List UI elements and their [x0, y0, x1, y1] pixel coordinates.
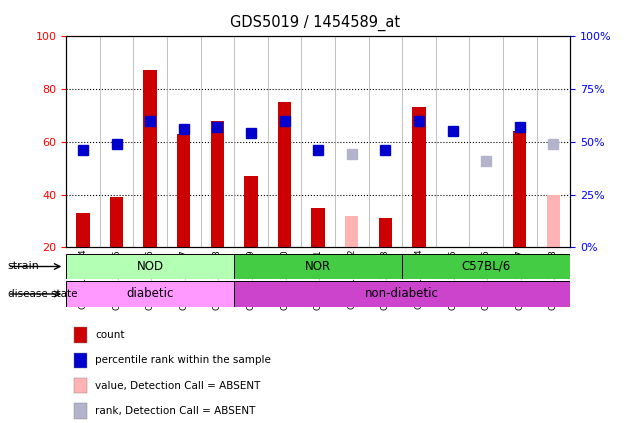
- Text: GDS5019 / 1454589_at: GDS5019 / 1454589_at: [230, 15, 400, 31]
- Bar: [234, 281, 570, 307]
- Bar: [412, 107, 426, 247]
- Text: diabetic: diabetic: [127, 288, 174, 300]
- Bar: [278, 102, 291, 247]
- Text: C57BL/6: C57BL/6: [462, 260, 511, 273]
- Text: rank, Detection Call = ABSENT: rank, Detection Call = ABSENT: [95, 406, 256, 416]
- Bar: [74, 378, 87, 393]
- Text: count: count: [95, 330, 125, 340]
- Bar: [210, 121, 224, 247]
- Bar: [547, 195, 560, 247]
- Bar: [74, 403, 87, 419]
- Text: non-diabetic: non-diabetic: [365, 288, 439, 300]
- Bar: [244, 176, 258, 247]
- Bar: [177, 134, 190, 247]
- Text: NOD: NOD: [137, 260, 164, 273]
- Bar: [345, 216, 358, 247]
- Bar: [402, 254, 570, 279]
- Text: value, Detection Call = ABSENT: value, Detection Call = ABSENT: [95, 381, 261, 390]
- Bar: [144, 70, 157, 247]
- Bar: [234, 254, 402, 279]
- Bar: [110, 197, 123, 247]
- Bar: [76, 213, 89, 247]
- Bar: [74, 327, 87, 343]
- Text: disease state: disease state: [8, 289, 77, 299]
- Bar: [311, 208, 325, 247]
- Bar: [379, 218, 392, 247]
- Text: percentile rank within the sample: percentile rank within the sample: [95, 355, 271, 365]
- Bar: [66, 254, 234, 279]
- Bar: [513, 131, 527, 247]
- Bar: [66, 281, 234, 307]
- Text: strain: strain: [8, 261, 40, 272]
- Bar: [74, 353, 87, 368]
- Text: NOR: NOR: [305, 260, 331, 273]
